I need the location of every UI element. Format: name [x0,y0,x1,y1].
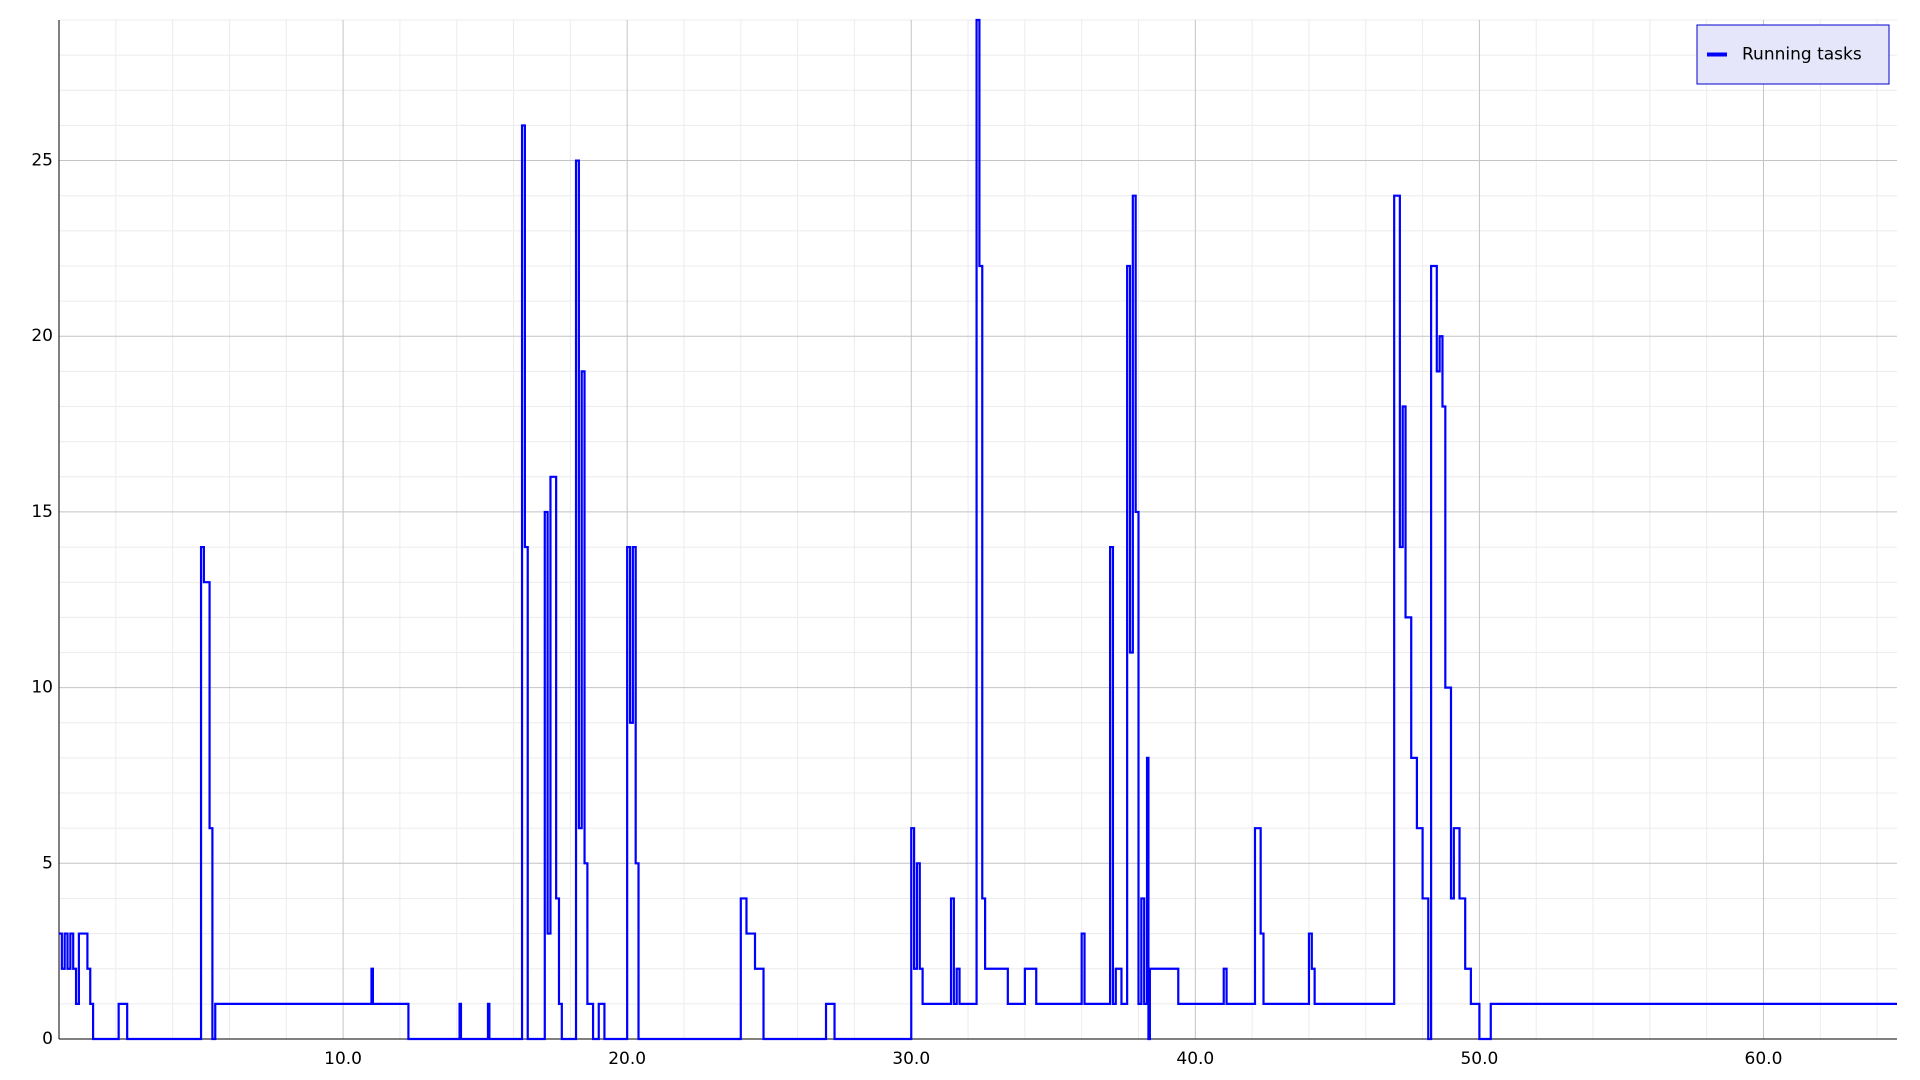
legend-label: Running tasks [1742,45,1862,65]
y-tick-label: 20 [31,326,53,346]
x-tick-label: 30.0 [892,1049,930,1069]
y-tick-label: 0 [42,1029,53,1049]
legend-box [1696,24,1890,85]
y-tick-label: 25 [31,151,53,171]
x-tick-label: 50.0 [1460,1049,1498,1069]
y-tick-label: 5 [42,853,53,873]
legend: Running tasks [1696,24,1890,85]
y-tick-label: 10 [31,678,53,698]
data-line [59,18,1897,1041]
y-tick-label: 15 [31,502,53,522]
x-tick-label: 40.0 [1176,1049,1214,1069]
x-tick-label: 60.0 [1745,1049,1783,1069]
x-tick-label: 20.0 [608,1049,646,1069]
x-tick-label: 10.0 [324,1049,362,1069]
